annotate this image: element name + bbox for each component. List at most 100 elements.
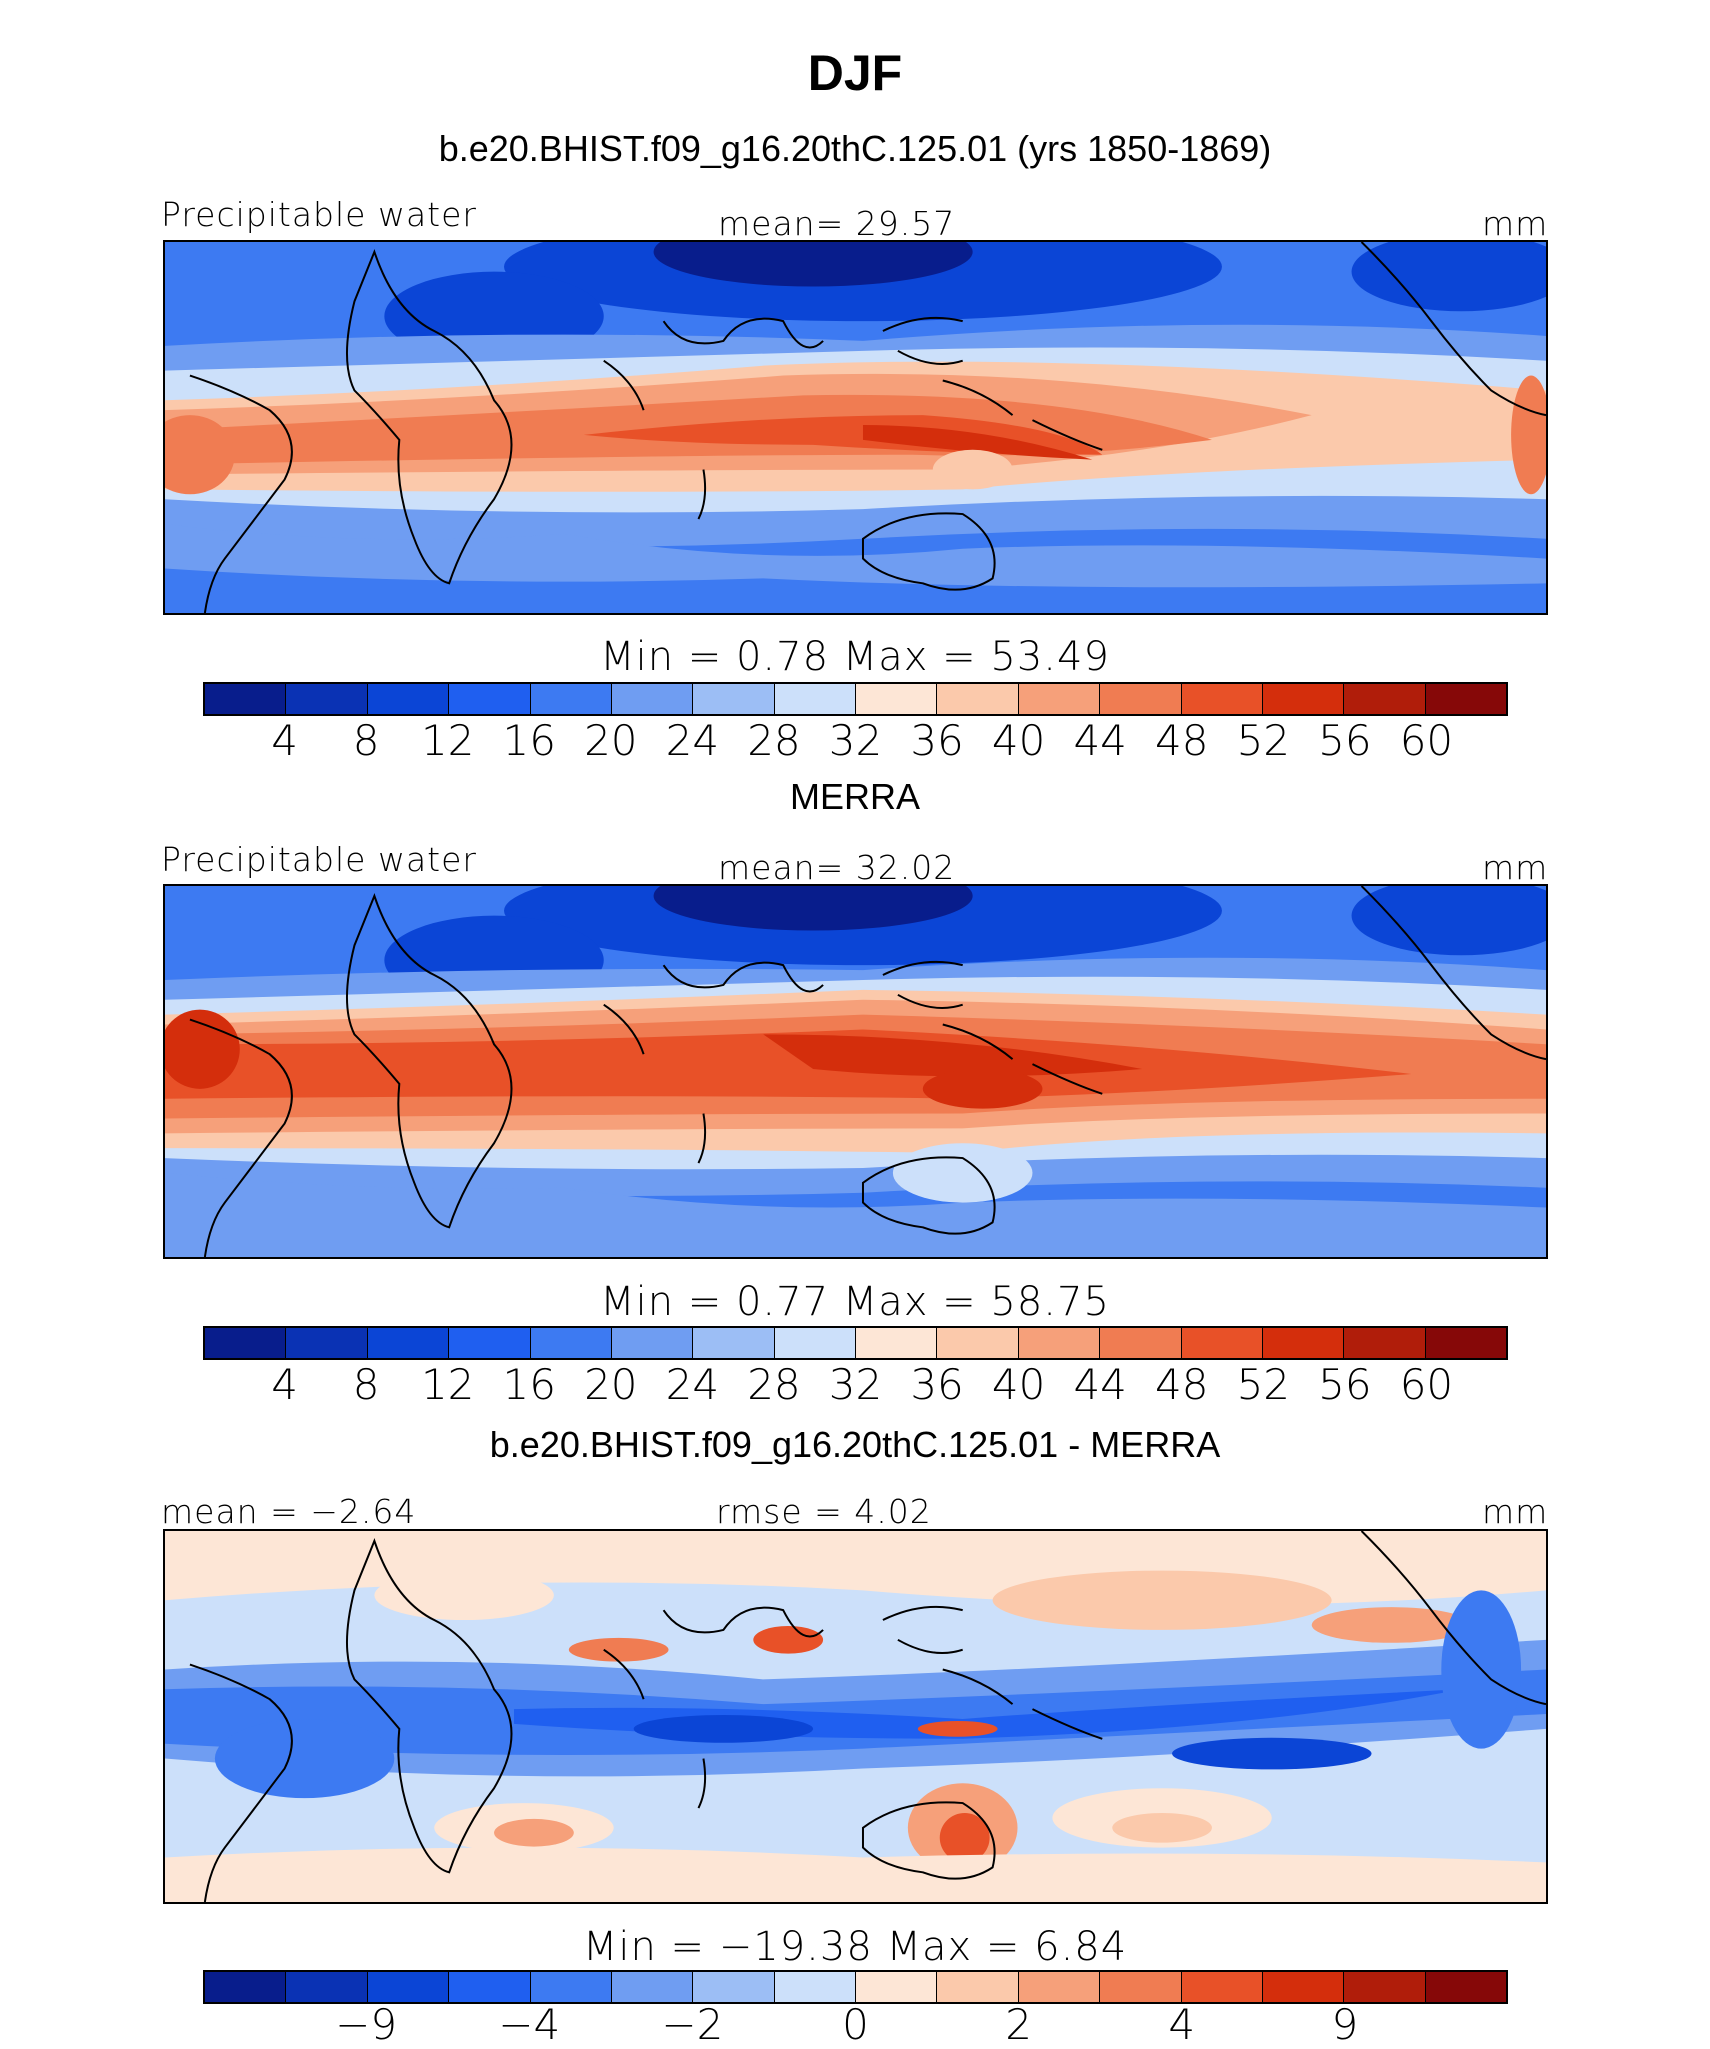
panel1-mean-label: mean= 29.57: [718, 204, 956, 243]
colorbar-tick-label: −9: [335, 2000, 398, 2049]
colorbar-tick-label: 52: [1236, 1360, 1291, 1409]
colorbar-tick-label: 56: [1318, 1360, 1372, 1409]
colorbar-box: [1018, 1328, 1101, 1358]
colorbar-tick-label: 44: [1073, 716, 1127, 765]
colorbar-box: [611, 1328, 694, 1358]
colorbar-box: [856, 684, 938, 714]
colorbar-tick-label: 12: [420, 716, 475, 765]
colorbar-box: [1425, 684, 1506, 714]
colorbar-tick-label: 12: [420, 1360, 475, 1409]
colorbar-box: [286, 1972, 368, 2002]
colorbar-box: [1100, 1328, 1182, 1358]
panel3-header: b.e20.BHIST.f09_g16.20thC.125.01 - MERRA: [489, 1424, 1221, 1465]
colorbar-box: [286, 684, 368, 714]
colorbar-box: [205, 1328, 287, 1358]
panel2-units-label: mm: [1482, 848, 1549, 887]
figure-title: DJF: [807, 45, 903, 101]
colorbar-box: [1344, 684, 1426, 714]
colorbar-box: [205, 684, 287, 714]
panel1-map: [163, 240, 1548, 615]
panel2-mean-label: mean= 32.02: [718, 848, 956, 887]
colorbar-tick-label: −2: [661, 2000, 724, 2049]
colorbar-tick-label: 4: [271, 716, 298, 765]
colorbar-tick-label: 2: [1005, 2000, 1032, 2049]
colorbar-box: [1018, 684, 1101, 714]
colorbar-box: [1181, 1328, 1263, 1358]
colorbar-box: [1262, 1972, 1345, 2002]
colorbar-box: [1181, 684, 1263, 714]
colorbar-box: [286, 1328, 368, 1358]
colorbar-box: [1344, 1972, 1426, 2002]
colorbar-box: [449, 1328, 531, 1358]
colorbar-box: [774, 1328, 856, 1358]
colorbar-tick-label: 36: [910, 1360, 964, 1409]
panel1-variable-label: Precipitable water: [161, 195, 477, 234]
colorbar-box: [1262, 1328, 1345, 1358]
colorbar-tick-label: 40: [991, 1360, 1046, 1409]
colorbar-box: [774, 684, 856, 714]
colorbar-box: [1425, 1328, 1506, 1358]
colorbar-tick-label: 60: [1399, 1360, 1454, 1409]
colorbar-box: [856, 1328, 938, 1358]
colorbar-box: [1018, 1972, 1101, 2002]
colorbar-tick-label: 9: [1331, 2000, 1359, 2049]
panel2-colorbar-ticks: 4 8 12 16 20 24 28 32 36 40 44 48 52 56 60: [203, 1360, 1508, 1409]
colorbar-box: [693, 1972, 775, 2002]
colorbar-box: [693, 684, 775, 714]
colorbar-tick-label: 8: [352, 716, 380, 765]
colorbar-tick-label: 48: [1155, 716, 1209, 765]
colorbar-tick-label: 16: [502, 716, 556, 765]
panel2-colorbar: [203, 1326, 1508, 1360]
panel1-header: b.e20.BHIST.f09_g16.20thC.125.01 (yrs 18…: [438, 128, 1272, 169]
colorbar-tick-label: 52: [1236, 716, 1291, 765]
colorbar-tick-label: −4: [498, 2000, 561, 2049]
colorbar-box: [937, 1972, 1019, 2002]
colorbar-box: [449, 684, 531, 714]
colorbar-box: [205, 1972, 287, 2002]
colorbar-tick-label: 4: [1168, 2000, 1196, 2049]
colorbar-box: [937, 684, 1019, 714]
colorbar-tick-label: 8: [352, 1360, 380, 1409]
panel1-colorbar-ticks: 4 8 12 16 20 24 28 32 36 40 44 48 52 56 60: [203, 716, 1508, 765]
colorbar-box: [1425, 1972, 1506, 2002]
colorbar-tick-label: 36: [910, 716, 964, 765]
colorbar-box: [367, 684, 450, 714]
colorbar-tick-label: 44: [1073, 1360, 1127, 1409]
colorbar-box: [774, 1972, 856, 2002]
panel1-minmax: Min = 0.78 Max = 53.49: [600, 634, 1110, 680]
colorbar-box: [449, 1972, 531, 2002]
colorbar-box: [1100, 1972, 1182, 2002]
colorbar-box: [530, 1328, 612, 1358]
colorbar-tick-label: 48: [1155, 1360, 1209, 1409]
panel3-colorbar: [203, 1970, 1508, 2004]
panel3-mean-label: mean = −2.64: [161, 1492, 417, 1531]
colorbar-box: [693, 1328, 775, 1358]
colorbar-tick-label: 20: [584, 1360, 638, 1409]
panel1-units-label: mm: [1482, 204, 1549, 243]
colorbar-box: [367, 1972, 450, 2002]
panel2-map: [163, 884, 1548, 1259]
colorbar-tick-label: 32: [828, 1360, 883, 1409]
colorbar-box: [856, 1972, 938, 2002]
colorbar-box: [611, 1972, 694, 2002]
colorbar-tick-label: 32: [828, 716, 883, 765]
panel2-header: MERRA: [789, 776, 920, 817]
colorbar-box: [367, 1328, 450, 1358]
panel3-colorbar-ticks: −9 −4 −2 0 2 4 9: [203, 2000, 1508, 2049]
colorbar-box: [530, 684, 612, 714]
panel1-colorbar: [203, 682, 1508, 716]
colorbar-tick-label: 56: [1318, 716, 1372, 765]
colorbar-tick-label: 28: [747, 1360, 801, 1409]
colorbar-box: [1262, 684, 1345, 714]
colorbar-box: [611, 684, 694, 714]
colorbar-box: [1100, 684, 1182, 714]
colorbar-tick-label: 40: [991, 716, 1046, 765]
panel3-units-label: mm: [1482, 1492, 1549, 1531]
panel3-minmax: Min = −19.38 Max = 6.84: [582, 1924, 1128, 1970]
colorbar-tick-label: 24: [665, 716, 720, 765]
colorbar-tick-label: 24: [665, 1360, 720, 1409]
colorbar-tick-label: 60: [1399, 716, 1454, 765]
colorbar-box: [1181, 1972, 1263, 2002]
colorbar-tick-label: 0: [842, 2000, 869, 2049]
colorbar-box: [1344, 1328, 1426, 1358]
